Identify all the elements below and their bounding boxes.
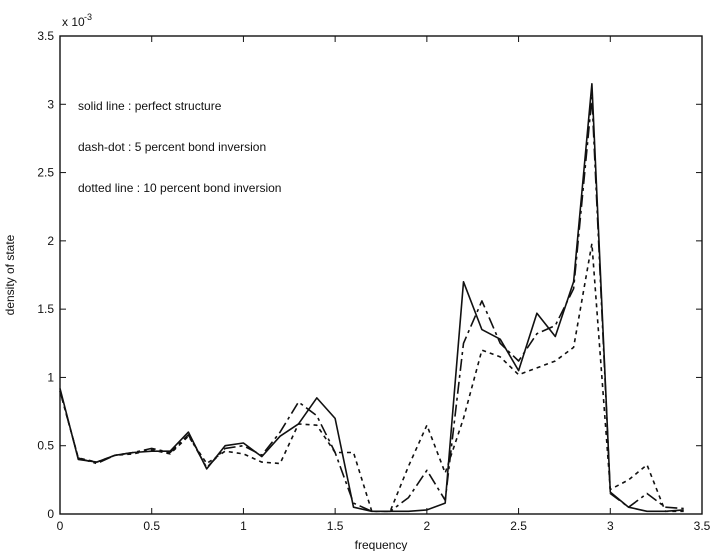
series-line-solid — [59, 83, 684, 513]
series-line-dotted — [59, 242, 684, 513]
ticks: 0 0.5 1 1.5 2 2.5 3 3.5 0 0.5 1 1.5 2 2.5 3 3.5 — [37, 29, 710, 533]
y-tick-label: 1 — [47, 370, 54, 384]
x-tick-label: 2.5 — [510, 519, 527, 533]
y-tick-label: 3 — [47, 97, 54, 111]
plot-frame — [59, 35, 703, 515]
x-tick-label: 0 — [57, 519, 64, 533]
x-tick-label: 3 — [607, 519, 614, 533]
x-tick-label: 1.5 — [327, 519, 344, 533]
series-line-dashdot — [59, 96, 684, 513]
y-axis-label: density of state — [3, 234, 17, 315]
y-tick-label: 2.5 — [37, 166, 54, 180]
x-tick-label: 1 — [240, 519, 247, 533]
x-axis-label: frequency — [355, 538, 408, 551]
x-tick-label: 2 — [424, 519, 431, 533]
annotation-solid: solid line : perfect structure — [78, 99, 222, 113]
x-tick-label: 3.5 — [694, 519, 711, 533]
y-tick-label: 0 — [47, 507, 54, 521]
annotation-dashdot: dash-dot : 5 percent bond inversion — [78, 140, 266, 154]
y-tick-label: 0.5 — [37, 439, 54, 453]
y-tick-label: 3.5 — [37, 29, 54, 43]
x-tick-label: 0.5 — [143, 519, 160, 533]
series-layer — [59, 83, 684, 513]
y-exponent-label: x 10 — [62, 15, 85, 29]
annotation-dotted: dotted line : 10 percent bond inversion — [78, 181, 281, 195]
y-tick-label: 1.5 — [37, 302, 54, 316]
y-tick-label: 2 — [47, 234, 54, 248]
y-exponent-power: -3 — [84, 12, 92, 22]
